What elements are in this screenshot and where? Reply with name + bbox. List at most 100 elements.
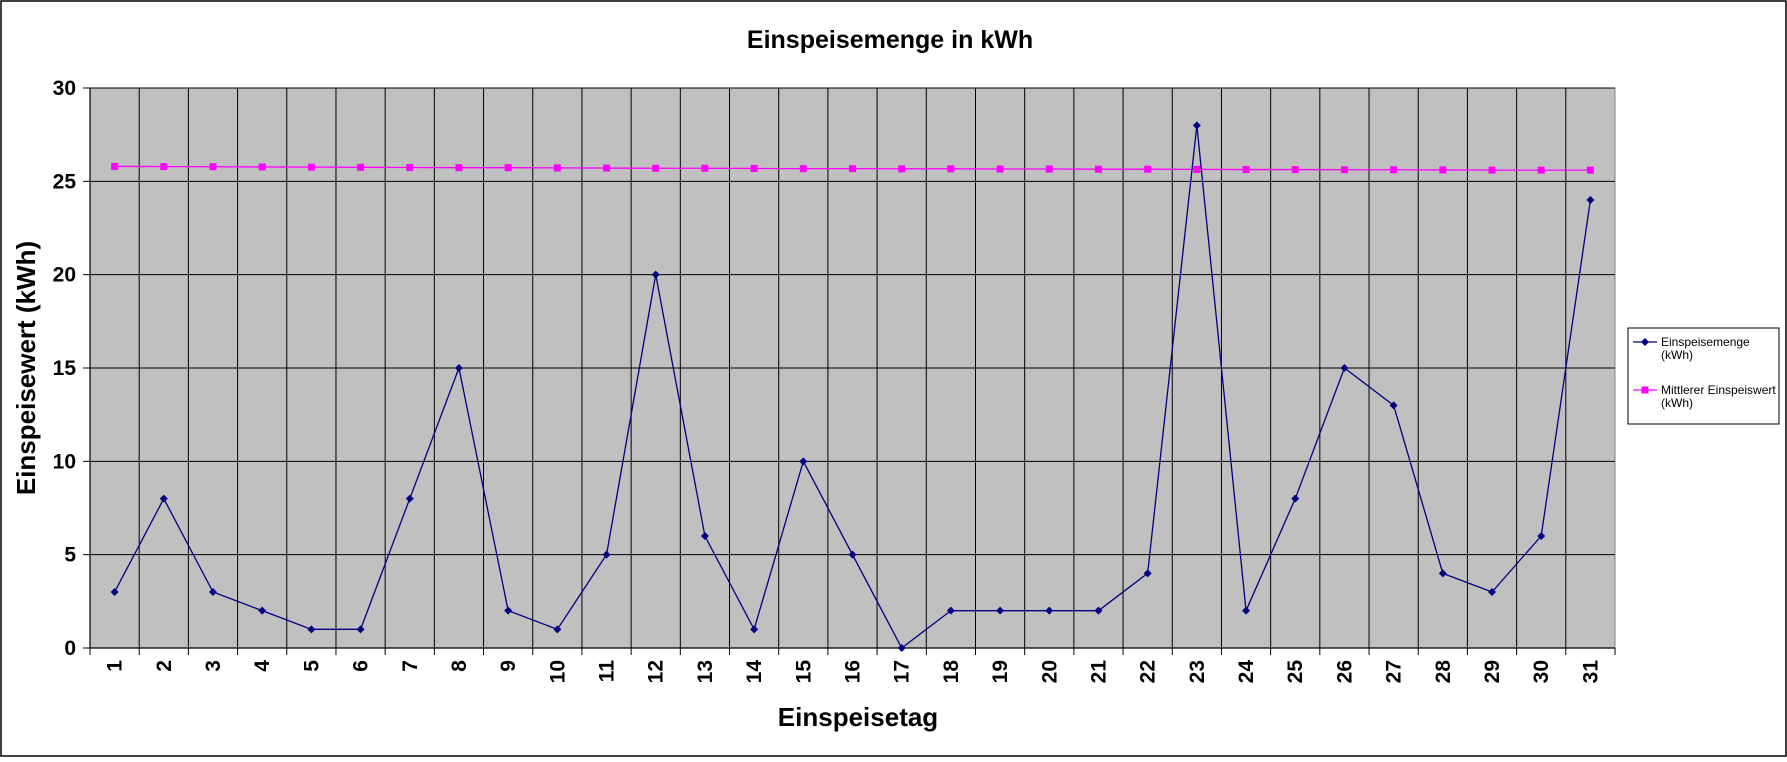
- x-tick-label: 21: [1087, 660, 1110, 684]
- data-point: [1390, 166, 1398, 174]
- data-point: [307, 163, 315, 171]
- data-point: [504, 606, 513, 615]
- data-point: [356, 625, 365, 634]
- data-point: [1586, 196, 1595, 204]
- data-point: [1242, 606, 1251, 615]
- x-tick-label: 20: [1038, 660, 1061, 683]
- x-tick-label: 22: [1137, 660, 1160, 683]
- x-tick-label: 15: [792, 660, 815, 684]
- data-point: [1439, 166, 1447, 174]
- chart-title: Einspeisemenge in kWh: [747, 26, 1033, 54]
- x-tick-label: 23: [1186, 660, 1209, 683]
- data-point: [553, 164, 561, 172]
- x-tick-label: 10: [546, 660, 569, 683]
- x-tick-label: 8: [448, 660, 471, 672]
- y-tick-label: 15: [53, 357, 77, 380]
- x-tick-label: 24: [1235, 660, 1258, 684]
- axes: [83, 87, 1616, 655]
- x-tick-label: 25: [1284, 660, 1307, 684]
- legend-label: Mittlerer Einspeiswert: [1661, 383, 1776, 397]
- x-tick-label: 3: [202, 660, 225, 672]
- data-point: [1094, 606, 1103, 615]
- data-point: [209, 163, 217, 171]
- x-tick-label: 7: [399, 660, 422, 672]
- data-point: [799, 457, 808, 466]
- x-tick-label: 26: [1333, 660, 1356, 683]
- data-point: [1537, 532, 1546, 540]
- data-point: [750, 625, 759, 634]
- x-tick-label: 1: [104, 660, 127, 672]
- x-tick-label: 9: [497, 660, 520, 672]
- data-point: [159, 494, 168, 503]
- x-tick-label: 11: [596, 660, 619, 683]
- x-tick-label: 4: [251, 660, 274, 672]
- data-point: [1438, 569, 1447, 578]
- data-point: [897, 644, 906, 652]
- data-point: [603, 164, 611, 172]
- data-point: [701, 164, 709, 172]
- data-point: [1537, 166, 1545, 174]
- data-point: [1242, 166, 1250, 174]
- data-point: [947, 165, 955, 173]
- data-point: [1291, 494, 1300, 503]
- legend-label: (kWh): [1661, 348, 1693, 362]
- data-point: [996, 165, 1004, 173]
- data-point: [1488, 166, 1496, 174]
- x-tick-label: 30: [1530, 660, 1553, 683]
- data-point: [504, 164, 512, 172]
- data-point: [1045, 606, 1054, 615]
- x-tick-labels: 1 2 3 4 5 6 7 8 9 10 11 12 13 14 15 16 17 18 19 20 21 22 23 24 2…: [104, 660, 1603, 684]
- legend-marker: [1641, 386, 1649, 394]
- y-tick-labels: 0 5 10 15 20 25 30: [53, 77, 77, 660]
- y-tick-label: 30: [53, 77, 76, 100]
- data-point: [700, 532, 709, 540]
- data-point: [357, 163, 365, 171]
- x-tick-label: 6: [350, 660, 373, 672]
- data-point: [1340, 364, 1349, 372]
- data-point: [996, 606, 1005, 615]
- legend: Einspeisemenge(kWh)Mittlerer Einspeiswer…: [1627, 327, 1780, 425]
- x-tick-label: 27: [1383, 660, 1406, 683]
- x-tick-label: 18: [940, 660, 963, 684]
- data-point: [208, 588, 217, 596]
- data-point: [1340, 166, 1348, 174]
- x-tick-label: 31: [1579, 660, 1602, 684]
- y-tick-label: 0: [64, 637, 76, 660]
- x-tick-label: 17: [891, 660, 914, 683]
- series-layer: [110, 121, 1595, 652]
- data-point: [849, 165, 856, 173]
- data-point: [602, 550, 611, 559]
- y-tick-label: 10: [53, 450, 76, 473]
- data-point: [455, 164, 463, 172]
- y-tick-label: 25: [53, 170, 77, 193]
- y-tick-label: 20: [53, 264, 76, 287]
- data-point: [111, 162, 119, 170]
- data-point: [406, 164, 414, 172]
- y-tick-label: 5: [64, 544, 76, 567]
- x-tick-label: 29: [1481, 660, 1504, 683]
- data-point: [898, 165, 906, 173]
- x-axis-title: Einspeisetag: [778, 702, 938, 732]
- data-point: [652, 164, 660, 172]
- y-axis-title: Einspeisewert (kWh): [11, 241, 41, 495]
- data-point: [258, 163, 266, 171]
- data-point: [1143, 569, 1152, 578]
- x-tick-label: 28: [1432, 660, 1455, 684]
- data-point: [1389, 401, 1398, 410]
- data-point: [1586, 166, 1594, 174]
- legend-marker: [1641, 338, 1649, 346]
- data-point: [750, 164, 758, 172]
- data-point: [848, 550, 857, 559]
- gridlines: [90, 87, 1615, 648]
- legend-label: (kWh): [1661, 396, 1693, 410]
- data-point: [946, 606, 955, 615]
- data-point: [1488, 588, 1497, 596]
- x-tick-label: 12: [645, 660, 668, 683]
- data-point: [1193, 165, 1201, 173]
- data-point: [799, 165, 807, 173]
- data-point: [307, 625, 316, 634]
- x-tick-label: 13: [694, 660, 717, 683]
- data-point: [1094, 165, 1102, 173]
